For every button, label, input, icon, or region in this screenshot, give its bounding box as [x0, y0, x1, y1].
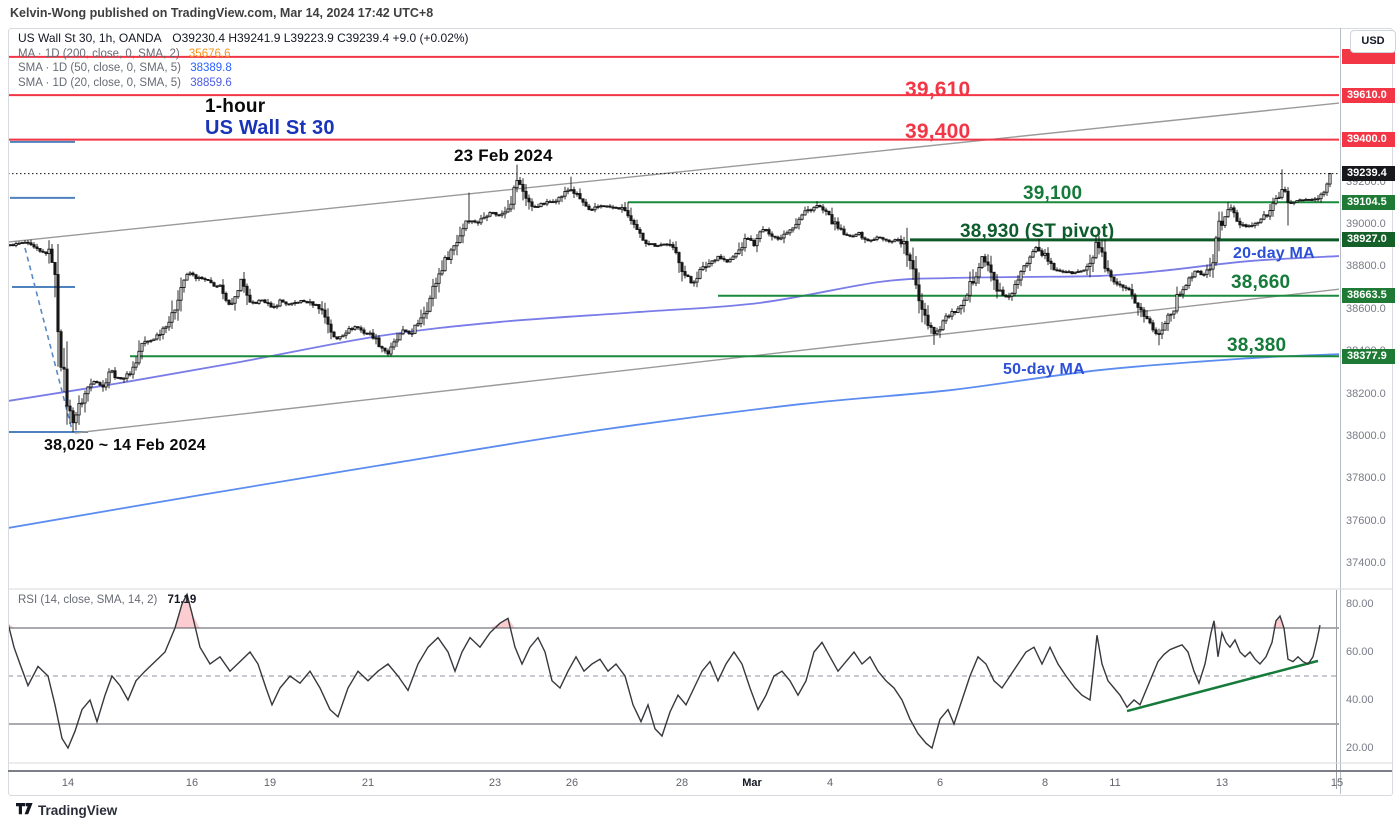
- time-axis-label-6: 6: [936, 777, 944, 789]
- price-axis-tick-38600.0: 38600.0: [1346, 302, 1386, 315]
- anno-symbol: US Wall St 30: [205, 117, 335, 139]
- rsi-legend-label: RSI (14, close, SMA, 14, 2): [18, 594, 158, 606]
- price-axis-tick-39000.0: 39000.0: [1346, 217, 1386, 230]
- rsi-axis-tick-80.00: 80.00: [1346, 597, 1374, 610]
- price-axis-chip-38663.5: 38663.5: [1342, 288, 1395, 304]
- price-axis-tick-38800.0: 38800.0: [1346, 260, 1386, 273]
- time-axis-label-19: 19: [263, 777, 277, 789]
- price-axis-chip-39104.5: 39104.5: [1342, 194, 1395, 210]
- legend-sma20-value: 38859.6: [190, 76, 232, 89]
- legend-sma20-row[interactable]: SMA · 1D (20, close, 0, SMA, 5) 38859.6: [18, 77, 469, 89]
- time-axis-label-13: 13: [1215, 777, 1229, 789]
- legend-sma50-label: SMA · 1D (50, close, 0, SMA, 5): [18, 62, 181, 74]
- rsi-axis-tick-20.00: 20.00: [1346, 741, 1374, 754]
- price-axis-chip-39400.0: 39400.0: [1342, 132, 1395, 148]
- legend-ma200-row[interactable]: MA · 1D (200, close, 0, SMA, 2) 35676.6: [18, 48, 469, 60]
- time-axis-label-21: 21: [361, 777, 375, 789]
- anno-38660: 38,660: [1231, 272, 1291, 293]
- price-axis-chip-38927.0: 38927.0: [1342, 232, 1395, 248]
- time-axis-label-26: 26: [565, 777, 579, 789]
- anno-interval: 1-hour: [205, 96, 266, 117]
- price-axis-chip-38377.9: 38377.9: [1342, 348, 1395, 364]
- legend-ma200-label: MA · 1D (200, close, 0, SMA, 2): [18, 47, 180, 60]
- time-axis-label-14: 14: [61, 777, 75, 789]
- anno-39100: 39,100: [1023, 183, 1083, 204]
- time-axis-label-16: 16: [185, 777, 199, 789]
- currency-usd-button[interactable]: USD: [1350, 30, 1396, 53]
- anno-38380: 38,380: [1227, 335, 1287, 356]
- price-axis-tick-37600.0: 37600.0: [1346, 514, 1386, 527]
- rsi-pane-surface[interactable]: [8, 589, 1340, 763]
- legend-symbol-row[interactable]: US Wall St 30, 1h, OANDA O39230.4 H39241…: [18, 31, 469, 45]
- tradingview-logo[interactable]: TradingView: [16, 802, 117, 819]
- price-axis-chip-39239.4: 39239.4: [1342, 166, 1395, 182]
- anno-50day-ma: 50-day MA: [1003, 361, 1085, 378]
- anno-st-pivot: 38,930 (ST pivot): [960, 221, 1115, 242]
- legend-symbol: US Wall St 30, 1h, OANDA: [18, 31, 161, 45]
- rsi-legend[interactable]: RSI (14, close, SMA, 14, 2) 71.19: [18, 594, 196, 606]
- attribution-text: Kelvin-Wong published on TradingView.com…: [10, 6, 434, 20]
- anno-23feb: 23 Feb 2024: [454, 146, 553, 165]
- price-axis-chip-clipped: [1342, 49, 1395, 65]
- legend-sma50-row[interactable]: SMA · 1D (50, close, 0, SMA, 5) 38389.8: [18, 62, 469, 74]
- time-axis-label-23: 23: [488, 777, 502, 789]
- tradingview-logo-icon: [16, 803, 33, 815]
- legend-sma20-label: SMA · 1D (20, close, 0, SMA, 5): [18, 76, 181, 89]
- price-axis-tick-38200.0: 38200.0: [1346, 387, 1386, 400]
- time-axis-label-4: 4: [826, 777, 834, 789]
- rsi-axis-tick-40.00: 40.00: [1346, 693, 1374, 706]
- time-axis-label-15: 15: [1330, 777, 1344, 789]
- rsi-legend-value: 71.19: [167, 594, 197, 606]
- anno-39400: 39,400: [905, 120, 971, 143]
- legend-sma50-value: 38389.8: [190, 62, 232, 74]
- anno-39610: 39,610: [905, 78, 971, 101]
- time-axis-label-28: 28: [675, 777, 689, 789]
- chart-legend: US Wall St 30, 1h, OANDA O39230.4 H39241…: [18, 31, 469, 89]
- legend-ma200-value: 35676.6: [188, 47, 231, 60]
- tradingview-logo-text: TradingView: [38, 803, 118, 818]
- time-axis-label-Mar: Mar: [742, 777, 762, 789]
- rsi-axis-tick-60.00: 60.00: [1346, 645, 1374, 658]
- time-axis-label-8: 8: [1041, 777, 1049, 789]
- price-axis-tick-37800.0: 37800.0: [1346, 472, 1386, 485]
- price-axis-chip-39610.0: 39610.0: [1342, 87, 1395, 103]
- price-axis-tick-38000.0: 38000.0: [1346, 429, 1386, 442]
- anno-38020: 38,020 ~ 14 Feb 2024: [44, 437, 206, 454]
- price-axis-tick-37400.0: 37400.0: [1346, 557, 1386, 570]
- time-axis-label-11: 11: [1109, 777, 1121, 789]
- time-axis-strip[interactable]: [8, 771, 1340, 794]
- legend-ohlc-values: O39230.4 H39241.9 L39223.9 C39239.4 +9.0…: [172, 31, 469, 45]
- anno-20day-ma: 20-day MA: [1233, 245, 1315, 262]
